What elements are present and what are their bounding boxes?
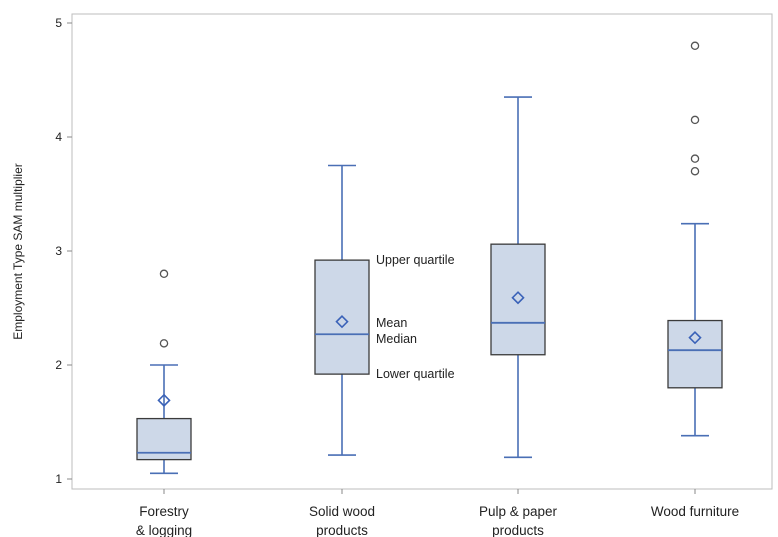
iqr-box [490,243,546,356]
annotations: Upper quartile Mean Median Lower quartil… [376,253,455,381]
mean-marker [157,393,171,407]
x-tick-label: Solid wood [309,504,375,519]
x-tick-label: Wood furniture [651,504,739,519]
x-axis: Forestry & logging Solid wood products Pulp … [136,489,739,537]
annotation-lower-quartile: Lower quartile [376,367,455,381]
y-tick-label: 2 [55,358,62,372]
y-tick-label: 1 [55,472,62,486]
outlier-point [159,269,169,279]
outlier-point [690,41,700,51]
plot-frame [71,13,773,490]
mean-marker [688,331,702,345]
x-tick-label: & logging [136,523,192,537]
y-tick-label: 5 [55,16,62,30]
outlier-point [159,339,169,348]
box-series [136,41,723,475]
x-tick-label: Pulp & paper [479,504,558,519]
outlier-point [690,115,700,125]
iqr-box [667,319,723,389]
outlier-point [690,154,700,163]
mean-marker [511,291,525,305]
annotation-mean: Mean [376,316,407,330]
x-tick-label: products [492,523,544,537]
box-group [667,41,723,437]
mean-marker [335,315,349,329]
box-group [490,96,546,459]
annotation-median: Median [376,332,417,346]
box-group [136,269,192,475]
x-tick-label: Forestry [139,504,189,519]
y-tick-label: 3 [55,244,62,258]
box-group [314,164,370,456]
x-tick-label: products [316,523,368,537]
y-axis-title: Employment Type SAM multiplier [11,163,25,340]
outlier-point [690,166,700,176]
annotation-upper-quartile: Upper quartile [376,253,455,267]
y-tick-label: 4 [55,130,62,144]
y-axis: 1 2 3 4 5 [55,16,72,486]
